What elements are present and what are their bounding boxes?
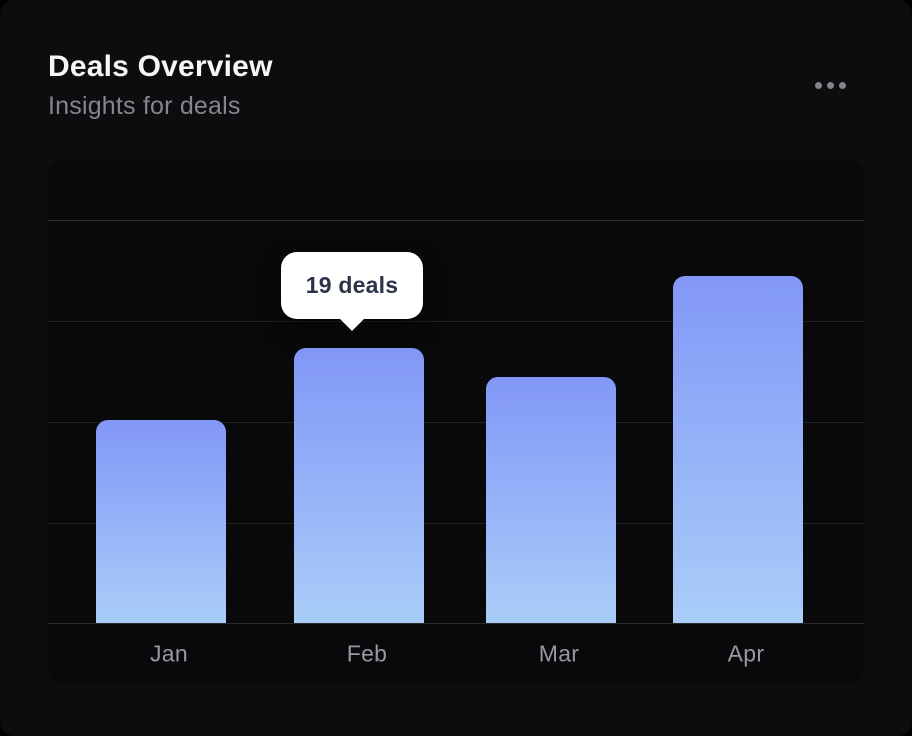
x-axis-label-jan: Jan xyxy=(150,640,188,667)
x-axis-label-feb: Feb xyxy=(346,640,388,667)
bar-chart-plot: 19 deals xyxy=(48,160,864,624)
more-options-button[interactable] xyxy=(805,72,856,99)
bar-feb[interactable] xyxy=(294,348,424,623)
gridline xyxy=(48,220,864,221)
tooltip: 19 deals xyxy=(281,252,423,319)
tooltip-label: 19 deals xyxy=(305,272,399,298)
ellipsis-icon xyxy=(839,82,846,89)
x-axis-label-mar: Mar xyxy=(538,640,580,667)
gridline xyxy=(48,523,864,524)
ellipsis-icon xyxy=(815,82,822,89)
chart-card: 19 deals Jan Feb Mar Apr xyxy=(48,160,864,684)
bar-jan[interactable] xyxy=(96,420,226,623)
card-header: Deals Overview Insights for deals xyxy=(48,50,864,140)
x-axis: Jan Feb Mar Apr xyxy=(48,624,864,684)
bar-apr[interactable] xyxy=(673,276,803,623)
gridline xyxy=(48,422,864,423)
gridline xyxy=(48,321,864,322)
bar-mar[interactable] xyxy=(486,377,616,623)
x-axis-label-apr: Apr xyxy=(727,640,765,667)
ellipsis-icon xyxy=(827,82,834,89)
page-subtitle: Insights for deals xyxy=(48,91,241,120)
page-title: Deals Overview xyxy=(48,50,273,83)
